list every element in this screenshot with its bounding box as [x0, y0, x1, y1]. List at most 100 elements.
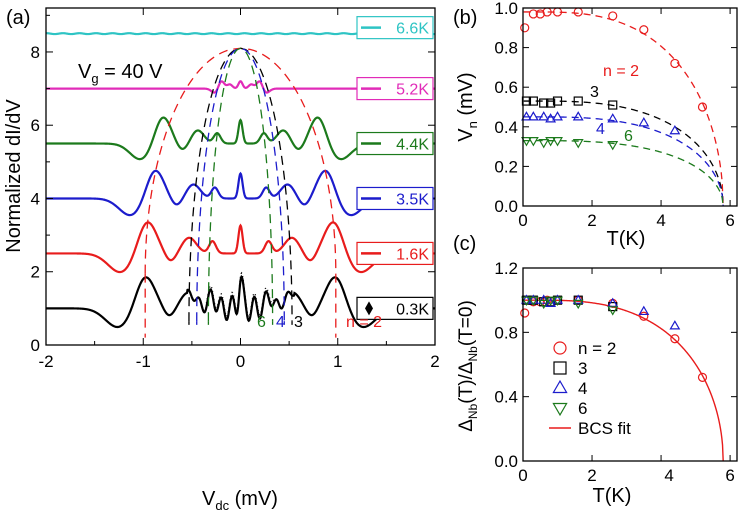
b-point-3 [573, 96, 583, 106]
a-legend-box-6.6K [356, 16, 434, 40]
a-ytick-label: 8 [31, 43, 40, 62]
b-xtick-label: 0 [518, 211, 527, 230]
label-n6: 6 [624, 128, 633, 145]
c-point-4 [669, 320, 681, 330]
c-point-4 [572, 294, 584, 304]
b-point-6 [572, 139, 584, 149]
b-point-6 [545, 137, 557, 147]
b-ytick-label: 0.4 [494, 118, 518, 137]
b-point-n = 2 [608, 11, 618, 21]
c-legend-marker-4 [552, 379, 568, 394]
b-point-4 [669, 124, 681, 135]
c-point-n = 2 [639, 311, 649, 321]
panel-a-ylabel: Normalized dI/dV [3, 99, 25, 253]
c-point-6 [527, 296, 539, 306]
b-ytick-label: 0.0 [494, 197, 518, 216]
b-point-4 [527, 111, 539, 121]
gate-voltage-annotation: Vg = 40 V [78, 61, 163, 86]
b-point-6 [607, 141, 619, 151]
a-legend-label-5.2K: 5.2K [396, 82, 429, 99]
panel-b-ylabel: Vn (mV) [455, 72, 480, 141]
b-point-n = 2 [573, 7, 583, 17]
label-n2: n = 2 [603, 63, 639, 80]
panel-c-label: (c) [453, 233, 476, 255]
guide-n4 [196, 47, 285, 322]
c-point-4 [538, 294, 550, 304]
c-point-n = 2 [520, 308, 530, 318]
a-legend-diamond [365, 301, 373, 316]
c-point-4 [521, 294, 532, 304]
c-point-6 [521, 296, 532, 306]
b-point-4 [552, 111, 563, 121]
b-fit-3 [523, 100, 724, 207]
c-ytick-label: 0.4 [494, 388, 518, 407]
b-point-4 [538, 111, 550, 121]
a-series-0.3K-dots [205, 271, 276, 318]
a-series-0.3K [46, 274, 435, 329]
panel-b: (b) 0 2 4 60.00.20.40.60.81.0 Vn (mV) T(K) … [453, 0, 738, 250]
b-point-3 [539, 98, 549, 108]
c-legend-marker-3 [553, 361, 567, 375]
c-point-6 [538, 299, 550, 310]
b-point-3 [552, 96, 563, 106]
c-legend-marker-n = 2 [553, 341, 567, 355]
b-ytick-label: 0.6 [494, 78, 518, 97]
a-legend-label-4.4K: 4.4K [396, 137, 429, 154]
panel-c-ylabel: ΔNb(T)/ΔNb(T=0) [456, 300, 480, 432]
b-point-6 [552, 137, 563, 147]
a-xtick-label: -2 [38, 352, 53, 371]
b-point-6 [521, 137, 532, 147]
panel-c-frame [522, 267, 738, 462]
c-legend-label-6: 6 [578, 399, 587, 418]
c-legend-fit-label: BCS fit [578, 419, 631, 438]
c-point-6 [545, 296, 557, 306]
c-point-4 [527, 294, 539, 304]
b-point-n = 2 [528, 9, 538, 19]
b-point-4 [545, 113, 557, 123]
c-point-n = 2 [697, 372, 708, 382]
c-point-4 [552, 294, 563, 304]
guide-label-n6: 6 [257, 314, 266, 331]
a-legend-box-1.6K [356, 241, 434, 266]
a-ytick-label: 4 [31, 189, 40, 208]
c-point-4 [638, 305, 650, 316]
c-point-6 [607, 306, 619, 316]
b-point-6 [527, 137, 539, 147]
c-bcs-fit [523, 299, 724, 462]
a-legend-label-6.6K: 6.6K [396, 21, 429, 38]
c-legend-label-3: 3 [578, 359, 587, 378]
b-point-n = 2 [670, 58, 680, 69]
a-series-1.6K [46, 221, 435, 274]
a-xtick-label: 2 [430, 352, 439, 371]
a-legend-box-4.4K [356, 131, 434, 156]
a-legend-label-3.5K: 3.5K [396, 191, 429, 208]
c-xtick-label: 2 [587, 466, 596, 485]
a-ytick-label: 0 [31, 336, 40, 355]
guide-n6 [207, 47, 274, 322]
b-point-4 [572, 111, 584, 121]
panel-a-xlabel: Vdc (mV) [202, 488, 278, 513]
c-legend-label-4: 4 [578, 379, 587, 398]
a-xtick-label: 1 [333, 352, 342, 371]
b-fit-4 [523, 116, 724, 207]
panel-c-xlabel: T(K) [593, 485, 632, 507]
b-point-3 [608, 100, 618, 110]
a-xtick-label: -1 [136, 352, 151, 371]
guide-label-n2: n = 2 [346, 314, 382, 331]
c-xtick-label: 4 [664, 466, 673, 485]
b-point-4 [638, 117, 650, 127]
b-point-n = 2 [697, 102, 708, 112]
b-point-3 [528, 96, 538, 106]
a-ytick-label: 2 [31, 263, 40, 282]
a-legend-box-5.2K [356, 76, 434, 101]
panel-b-label: (b) [453, 7, 477, 29]
c-legend-marker-6 [552, 402, 568, 417]
label-n3: 3 [590, 84, 599, 101]
c-point-6 [552, 296, 563, 306]
b-point-4 [607, 113, 619, 123]
b-point-6 [538, 139, 550, 149]
a-legend-box-0.3K [356, 296, 434, 320]
panel-b-xlabel: T(K) [607, 228, 646, 250]
b-ytick-label: 0.2 [494, 157, 518, 176]
